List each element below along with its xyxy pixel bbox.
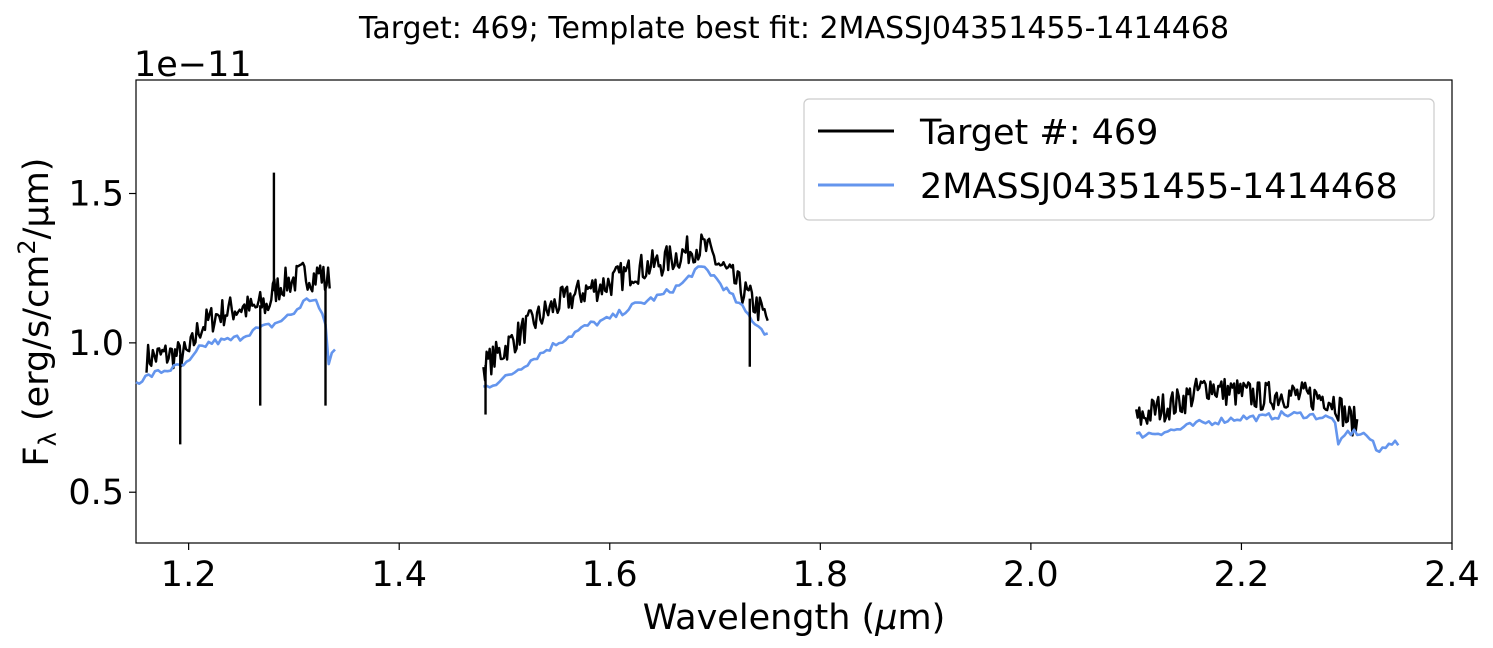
- x-tick-label: 1.2: [161, 555, 217, 595]
- x-tick-label: 1.4: [371, 555, 427, 595]
- template-spectrum-band-2: [483, 265, 769, 389]
- y-offset-text: 1e−11: [134, 45, 252, 85]
- y-tick-label: 0.5: [68, 473, 124, 513]
- template-spectrum-band-1: [135, 297, 336, 385]
- chart-title: Target: 469; Template best fit: 2MASSJ04…: [358, 11, 1229, 46]
- series-layer: [135, 172, 1400, 454]
- y-tick-label: 1.0: [68, 324, 124, 364]
- target-spectrum-band-3: [1135, 377, 1359, 437]
- template-spectrum-band-3: [1135, 410, 1400, 454]
- x-tick-label: 2.4: [1424, 555, 1480, 595]
- target-spectrum-band-2: [482, 233, 769, 382]
- x-tick-label: 1.8: [792, 555, 848, 595]
- legend-label-target: Target #: 469: [919, 113, 1158, 153]
- legend-box: [803, 98, 1435, 221]
- x-tick-label: 2.2: [1214, 555, 1270, 595]
- legend-label-template: 2MASSJ04351455-1414468: [920, 167, 1398, 207]
- y-tick-label: 1.5: [68, 175, 124, 215]
- y-axis-label: Fλ (erg/s/cm2/μm): [13, 158, 62, 467]
- tick-layer: 1.2 1.4 1.6 1.8 2.0 2.2 2.4 0.5 1.0 1.5: [68, 175, 1480, 595]
- target-spectrum-band-1: [145, 261, 331, 373]
- x-axis-label: Wavelength (μm): [643, 598, 945, 638]
- x-tick-label: 2.0: [1003, 555, 1059, 595]
- x-tick-label: 1.6: [582, 555, 638, 595]
- legend: Target #: 469 2MASSJ04351455-1414468: [803, 98, 1435, 221]
